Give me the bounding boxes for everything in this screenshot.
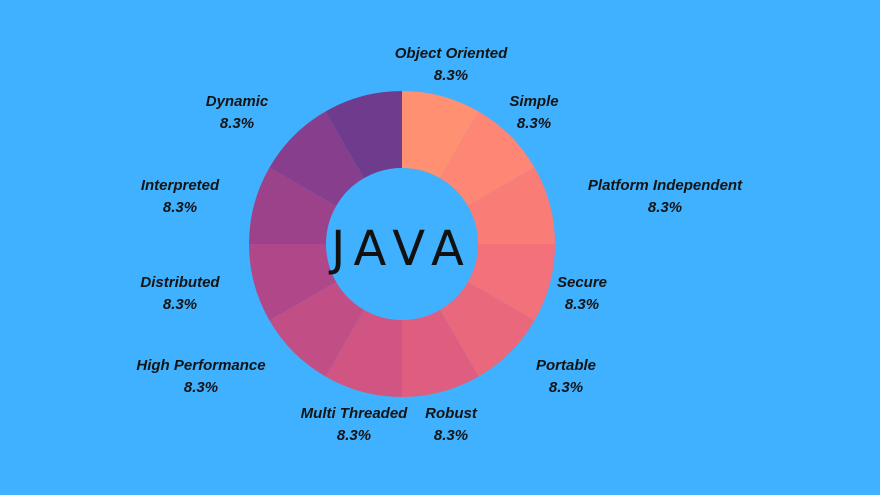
slice-value-label: 8.3% bbox=[565, 296, 599, 313]
donut-slice bbox=[440, 282, 535, 377]
donut-slices bbox=[249, 91, 555, 398]
slice-name-label: Portable bbox=[536, 357, 596, 374]
slice-name-label: Simple bbox=[509, 93, 558, 110]
slice-value-label: 8.3% bbox=[648, 199, 682, 216]
slice-labels: Object Oriented 8.3% Simple 8.3% Platform In… bbox=[136, 45, 743, 444]
slice-value-label: 8.3% bbox=[184, 379, 218, 396]
slice-value-label: 8.3% bbox=[434, 67, 468, 84]
donut-slice bbox=[440, 111, 535, 206]
slice-value-label: 8.3% bbox=[434, 427, 468, 444]
donut-slice bbox=[249, 167, 337, 244]
slice-value-label: 8.3% bbox=[549, 379, 583, 396]
slice-name-label: Dynamic bbox=[206, 93, 269, 110]
slice-name-label: Secure bbox=[557, 274, 607, 291]
slice-value-label: 8.3% bbox=[163, 296, 197, 313]
slice-name-label: Robust bbox=[425, 405, 478, 422]
slice-value-label: 8.3% bbox=[163, 199, 197, 216]
donut-slice bbox=[249, 244, 337, 321]
slice-name-label: High Performance bbox=[136, 357, 265, 374]
slice-name-label: Interpreted bbox=[141, 177, 220, 194]
donut-slice bbox=[325, 309, 402, 397]
slice-name-label: Multi Threaded bbox=[301, 405, 409, 422]
donut-slice bbox=[269, 111, 364, 206]
donut-slice bbox=[402, 91, 479, 179]
slice-value-label: 8.3% bbox=[517, 115, 551, 132]
slice-name-label: Distributed bbox=[140, 274, 220, 291]
center-label: JAVA bbox=[328, 221, 473, 277]
donut-slice bbox=[269, 282, 364, 377]
donut-slice bbox=[467, 167, 555, 244]
donut-slice bbox=[325, 91, 402, 179]
slice-name-label: Platform Independent bbox=[588, 177, 743, 194]
slice-value-label: 8.3% bbox=[337, 427, 371, 444]
donut-slice bbox=[467, 244, 555, 321]
slice-value-label: 8.3% bbox=[220, 115, 254, 132]
slice-name-label: Object Oriented bbox=[395, 45, 508, 62]
donut-slice bbox=[402, 309, 479, 398]
